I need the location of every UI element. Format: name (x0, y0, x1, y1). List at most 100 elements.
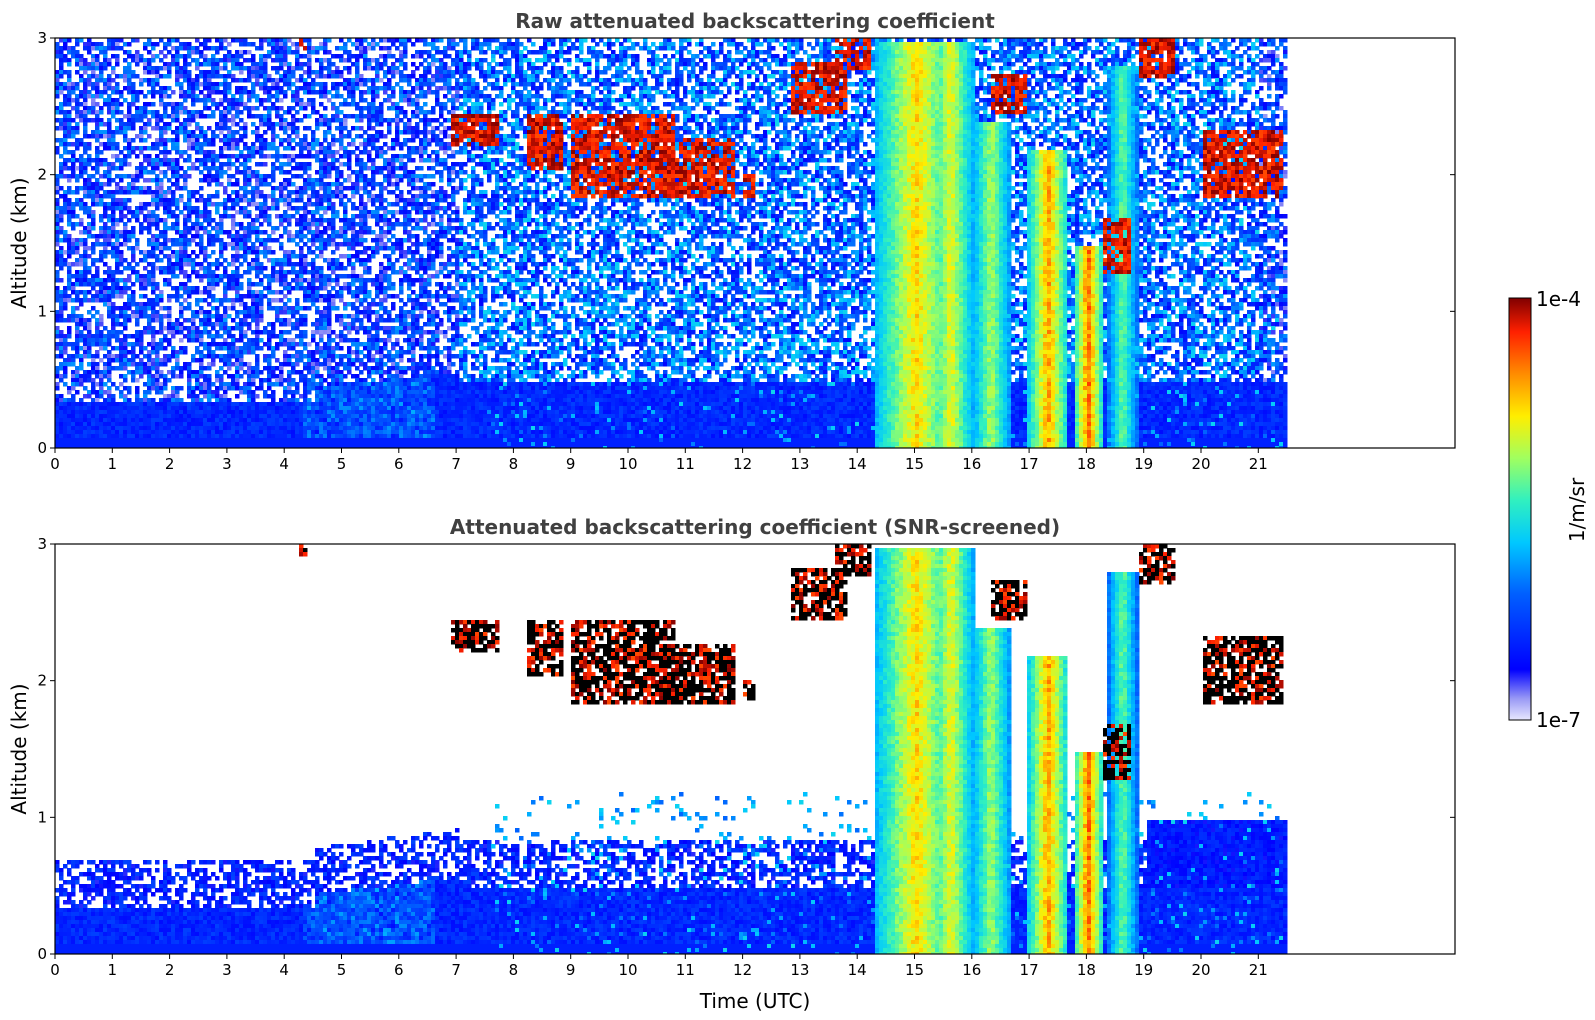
heatmap-cell (167, 410, 172, 415)
heatmap-cell (187, 262, 192, 267)
heatmap-cell (299, 198, 304, 203)
heatmap-cell (295, 302, 300, 307)
heatmap-cell (251, 230, 256, 235)
heatmap-cell (79, 262, 84, 267)
heatmap-cell (303, 102, 308, 107)
heatmap-cell (331, 134, 336, 139)
heatmap-cell (75, 402, 80, 407)
heatmap-cell (183, 426, 188, 431)
heatmap-cell (147, 298, 152, 303)
heatmap-cell (159, 118, 164, 123)
heatmap-cell (139, 226, 144, 231)
heatmap-cell (275, 314, 280, 319)
heatmap-cell (323, 442, 328, 447)
heatmap-cell (303, 138, 308, 143)
heatmap-cell (191, 210, 196, 215)
heatmap-cell (255, 138, 260, 143)
heatmap-cell (91, 418, 96, 423)
heatmap-cell (271, 298, 276, 303)
heatmap-cell (175, 402, 180, 407)
heatmap-cell (203, 210, 208, 215)
heatmap-cell (127, 302, 132, 307)
heatmap-cell (263, 378, 268, 383)
heatmap-cell (59, 406, 64, 411)
heatmap-cell (119, 358, 124, 363)
heatmap-cell (115, 442, 120, 447)
heatmap-cell (179, 326, 184, 331)
heatmap-cell (71, 442, 76, 447)
heatmap-cell (231, 334, 236, 339)
heatmap-cell (207, 422, 212, 427)
heatmap-cell (123, 98, 128, 103)
heatmap-cell (219, 442, 224, 447)
heatmap-cell (239, 246, 244, 251)
heatmap-cell (223, 82, 228, 87)
heatmap-cell (195, 386, 200, 391)
heatmap-cell (87, 346, 92, 351)
heatmap-cell (67, 442, 72, 447)
heatmap-cell (315, 294, 320, 299)
heatmap-cell (203, 266, 208, 271)
heatmap-cell (175, 174, 180, 179)
heatmap-cell (75, 98, 80, 103)
heatmap-cell (135, 386, 140, 391)
heatmap-cell (203, 446, 208, 448)
heatmap-cell (171, 194, 176, 199)
heatmap-cell (63, 102, 68, 107)
heatmap-cell (119, 402, 124, 407)
heatmap-cell (263, 210, 268, 215)
heatmap-cell (291, 398, 296, 403)
heatmap-cell (327, 434, 332, 439)
heatmap-cell (303, 154, 308, 159)
heatmap-cell (103, 270, 108, 275)
heatmap-cell (211, 98, 216, 103)
heatmap-cell (99, 110, 104, 115)
heatmap-cell (131, 94, 136, 99)
heatmap-cell (279, 370, 284, 375)
heatmap-cell (87, 174, 92, 179)
heatmap-cell (295, 402, 300, 407)
heatmap-cell (283, 74, 288, 79)
heatmap-cell (271, 230, 276, 235)
heatmap-cell (239, 410, 244, 415)
heatmap-cell (95, 418, 100, 423)
heatmap-cell (103, 414, 108, 419)
heatmap-cell (303, 114, 308, 119)
heatmap-cell (159, 198, 164, 203)
heatmap-cell (319, 286, 324, 291)
heatmap-cell (259, 214, 264, 219)
heatmap-cell (95, 298, 100, 303)
heatmap-cell (163, 150, 168, 155)
heatmap-cell (75, 278, 80, 283)
heatmap-cell (111, 278, 116, 283)
heatmap-cell (191, 354, 196, 359)
heatmap-cell (239, 78, 244, 83)
heatmap-cell (199, 82, 204, 87)
heatmap-cell (327, 366, 332, 371)
heatmap-cell (179, 314, 184, 319)
heatmap-cell (327, 142, 332, 147)
heatmap-cell (91, 42, 96, 47)
heatmap-cell (155, 282, 160, 287)
heatmap-cell (275, 262, 280, 267)
heatmap-cell (295, 94, 300, 99)
heatmap-cell (179, 310, 184, 315)
heatmap-cell (131, 270, 136, 275)
heatmap-cell (123, 342, 128, 347)
heatmap-cell (295, 278, 300, 283)
heatmap-cell (75, 178, 80, 183)
heatmap-cell (183, 98, 188, 103)
heatmap-cell (323, 274, 328, 279)
heatmap-cell (311, 370, 316, 375)
heatmap-cell (163, 158, 168, 163)
heatmap-cell (215, 330, 220, 335)
heatmap-cell (155, 418, 160, 423)
heatmap-cell (271, 330, 276, 335)
heatmap-cell (163, 142, 168, 147)
heatmap-cell (223, 394, 228, 399)
heatmap-cell (247, 230, 252, 235)
heatmap-cell (331, 278, 336, 283)
heatmap-cell (215, 158, 220, 163)
heatmap-cell (103, 374, 108, 379)
heatmap-cell (247, 250, 252, 255)
